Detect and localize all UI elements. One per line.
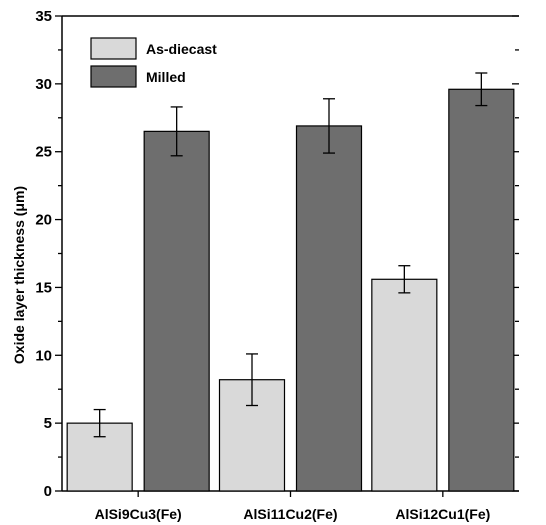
y-tick-label: 15: [35, 279, 52, 296]
y-tick-label: 30: [35, 76, 52, 93]
y-ticks: 0 5 10 15 20 25 30 35: [35, 8, 519, 500]
legend-label: As-diecast: [146, 41, 217, 57]
bar-milled-2: [295, 125, 363, 492]
y-tick-label: 20: [35, 212, 52, 229]
legend: As-diecast Milled: [90, 37, 217, 88]
bar-milled-3: [448, 88, 515, 492]
legend-label: Milled: [146, 69, 186, 85]
legend-swatch: [90, 65, 137, 88]
bar-as-diecast-3: [371, 278, 438, 492]
y-axis-title: Oxide layer thickness (μm): [11, 186, 27, 364]
x-tick-labels: AlSi9Cu3(Fe) AlSi11Cu2(Fe) AlSi12Cu1(Fe): [95, 491, 490, 522]
x-tick-label: AlSi12Cu1(Fe): [395, 506, 490, 522]
y-tick-label: 5: [44, 415, 52, 432]
y-tick-label: 10: [35, 347, 52, 364]
x-tick-label: AlSi11Cu2(Fe): [243, 506, 337, 522]
x-tick-label: AlSi9Cu3(Fe): [95, 506, 182, 522]
bar-milled-1: [143, 130, 210, 492]
legend-swatch: [90, 37, 137, 60]
y-tick-label: 35: [35, 8, 52, 25]
error-bars: [93, 72, 488, 438]
y-tick-label: 25: [35, 144, 52, 161]
bars: [66, 88, 515, 492]
y-tick-label: 0: [44, 483, 52, 500]
